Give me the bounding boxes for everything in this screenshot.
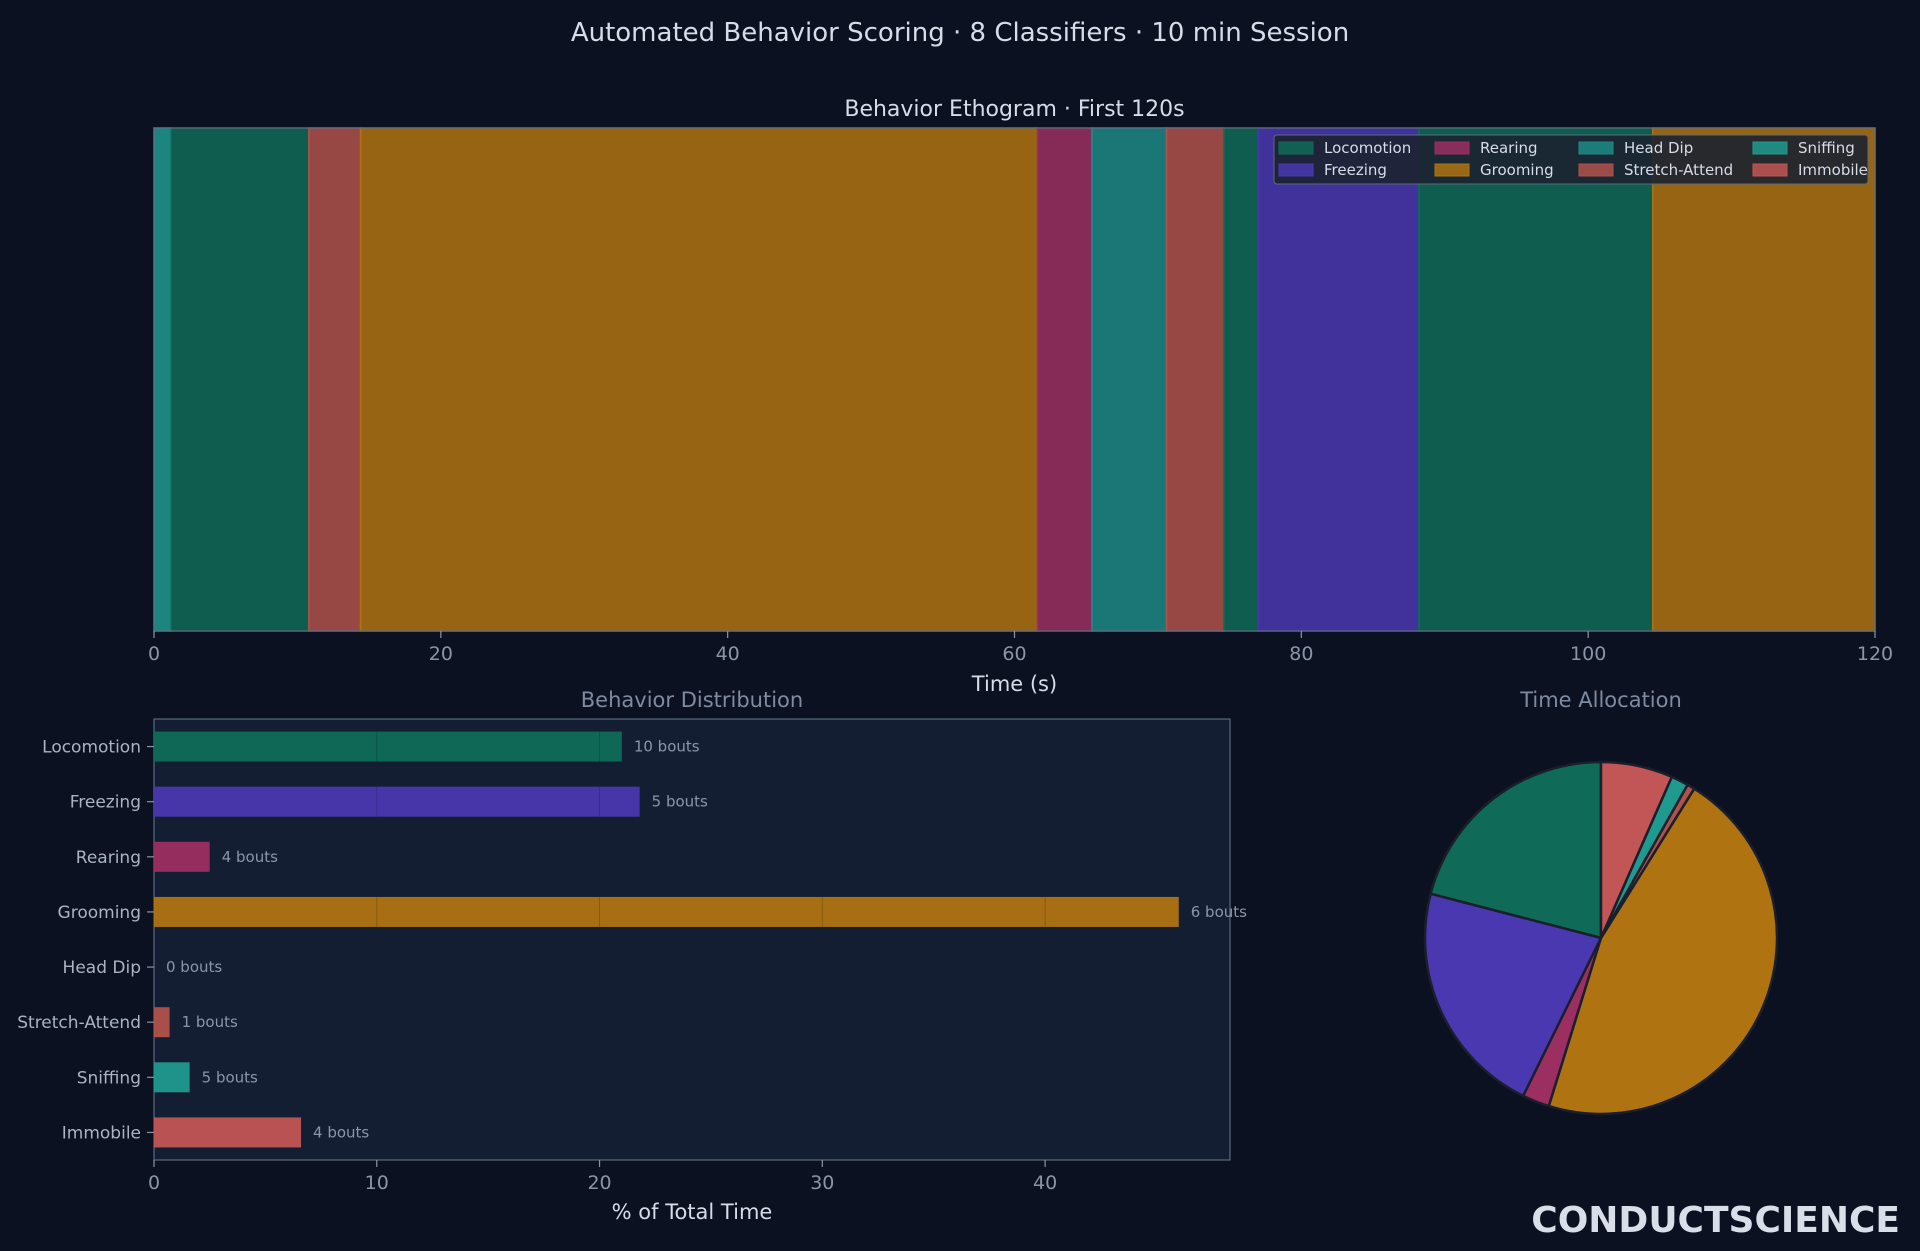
legend-swatch-stretch-attend xyxy=(1578,163,1614,177)
conductscience-logo: CONDUCTSCIENCE xyxy=(1531,1200,1900,1241)
bar-data-label: 4 bouts xyxy=(313,1123,369,1141)
legend-swatch-head-dip xyxy=(1578,141,1614,155)
ethogram-segment-grooming xyxy=(1651,127,1876,632)
pie-slice-immobile xyxy=(1599,760,1674,939)
legend-label-immobile: Immobile xyxy=(1798,161,1868,179)
legend-label-grooming: Grooming xyxy=(1480,161,1554,179)
legend-swatch-grooming xyxy=(1434,163,1470,177)
ethogram-segment-head-dip xyxy=(1091,127,1168,632)
pie-slice-freezing xyxy=(1423,892,1603,1098)
legend-swatch-rearing xyxy=(1434,141,1470,155)
legend-swatch-immobile xyxy=(1752,163,1788,177)
bar-xlabel: % of Total Time xyxy=(612,1200,773,1224)
legend-swatch-locomotion xyxy=(1278,141,1314,155)
ethogram-xtick-label: 40 xyxy=(716,643,740,665)
bar-chart-title: Behavior Distribution xyxy=(581,688,803,712)
ethogram-segment-grooming xyxy=(359,127,1039,632)
bar-sniffing xyxy=(154,1062,190,1093)
legend-label-head-dip: Head Dip xyxy=(1624,139,1693,157)
ethogram-segment-freezing xyxy=(1257,127,1420,632)
bar-category-label: Immobile xyxy=(62,1123,141,1143)
ethogram-legend: Locomotion Freezing Rearing Grooming Head Di… xyxy=(1273,134,1869,185)
ethogram-xtick-label: 120 xyxy=(1857,643,1893,665)
legend-label-rearing: Rearing xyxy=(1480,139,1538,157)
bar-category-label: Stretch-Attend xyxy=(17,1013,141,1033)
bar-data-label: 4 bouts xyxy=(222,848,278,866)
bar-data-label: 1 bouts xyxy=(182,1013,238,1031)
bar-xtick-label: 30 xyxy=(810,1172,834,1194)
ethogram-xlabel: Time (s) xyxy=(971,672,1057,696)
bar-rearing xyxy=(154,841,210,872)
legend-label-stretch-attend: Stretch-Attend xyxy=(1624,161,1733,179)
bar-data-label: 10 bouts xyxy=(634,738,700,756)
ethogram-segment-locomotion xyxy=(1223,127,1260,632)
legend-box xyxy=(1273,134,1869,185)
bar-xtick-label: 20 xyxy=(587,1172,611,1194)
ethogram-xtick-label: 100 xyxy=(1570,643,1606,665)
ethogram-xtick-label: 0 xyxy=(148,643,160,665)
pie-slice-grooming xyxy=(1547,786,1779,1116)
ethogram-xtick-label: 80 xyxy=(1289,643,1313,665)
ethogram-xtick-label: 20 xyxy=(429,643,453,665)
bar-stretch-attend xyxy=(154,1007,170,1038)
bar-category-label: Head Dip xyxy=(63,958,141,978)
ethogram-segment-sniffing xyxy=(153,127,172,632)
ethogram-segment-stretch-attend xyxy=(1165,127,1225,632)
bar-xtick-label: 10 xyxy=(365,1172,389,1194)
legend-label-locomotion: Locomotion xyxy=(1324,139,1411,157)
bar-category-label: Freezing xyxy=(70,793,141,813)
bar-category-label: Rearing xyxy=(76,848,141,868)
bar-xtick-label: 40 xyxy=(1033,1172,1057,1194)
bar-locomotion xyxy=(154,731,622,762)
legend-swatch-freezing xyxy=(1278,163,1314,177)
bar-grooming xyxy=(154,896,1179,927)
bar-category-label: Sniffing xyxy=(77,1068,141,1088)
ethogram-title: Behavior Ethogram · First 120s xyxy=(844,97,1184,122)
bar-data-label: 0 bouts xyxy=(166,958,222,976)
ethogram-xtick-label: 60 xyxy=(1002,643,1026,665)
legend-label-sniffing: Sniffing xyxy=(1798,139,1855,157)
ethogram-segment-locomotion xyxy=(170,127,310,632)
pie-chart-title: Time Allocation xyxy=(1519,688,1682,712)
pie-slice-locomotion xyxy=(1429,760,1603,940)
bar-data-label: 6 bouts xyxy=(1191,903,1247,921)
ethogram-segment-locomotion xyxy=(1418,127,1654,632)
legend-swatch-sniffing xyxy=(1752,141,1788,155)
legend-label-freezing: Freezing xyxy=(1324,161,1387,179)
bar-data-label: 5 bouts xyxy=(202,1068,258,1086)
bar-plot-area xyxy=(153,718,1231,1161)
ethogram-segment-rearing xyxy=(1036,127,1093,632)
bar-category-label: Grooming xyxy=(58,903,141,923)
ethogram-segment-stretch-attend xyxy=(308,127,362,632)
bar-freezing xyxy=(154,786,640,817)
figure-title: Automated Behavior Scoring · 8 Classifie… xyxy=(570,18,1350,48)
bar-category-label: Locomotion xyxy=(42,738,141,758)
bar-xtick-label: 0 xyxy=(148,1172,160,1194)
bar-data-label: 5 bouts xyxy=(652,793,708,811)
bar-immobile xyxy=(154,1117,302,1148)
